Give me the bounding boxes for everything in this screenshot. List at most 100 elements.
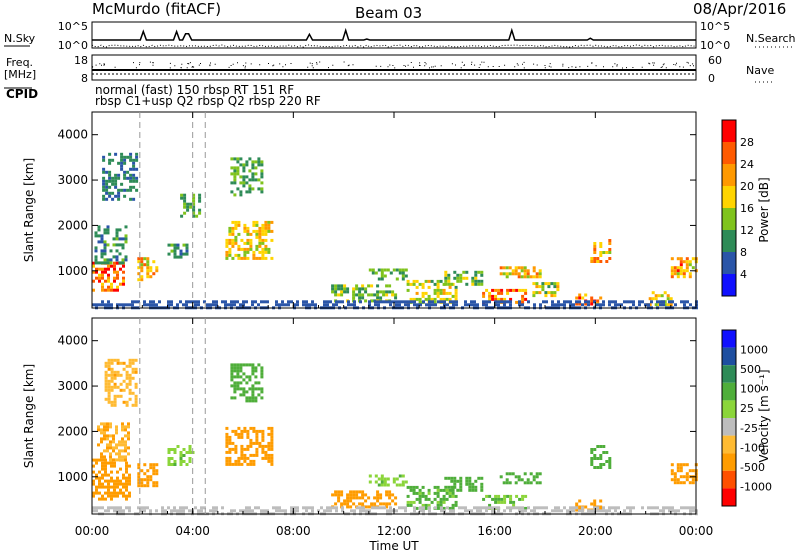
heatmap-cell: [311, 303, 314, 307]
heatmap-cell: [563, 506, 566, 510]
heatmap-cell: [251, 390, 255, 394]
heatmap-cell: [182, 454, 186, 457]
heatmap-cell: [104, 473, 107, 477]
heatmap-cell: [255, 244, 259, 248]
heatmap-cell: [608, 457, 612, 460]
heatmap-cell: [593, 245, 597, 248]
date-title: 08/Apr/2016: [693, 0, 786, 18]
heatmap-cell: [224, 300, 227, 304]
heatmap-cell: [118, 449, 121, 453]
heatmap-cell: [474, 276, 478, 280]
heatmap-cell: [149, 300, 152, 304]
heatmap-cell: [629, 506, 632, 510]
heatmap-cell: [518, 497, 522, 501]
heatmap-cell: [503, 297, 507, 301]
heatmap-cell: [188, 457, 192, 460]
heatmap-cell: [614, 509, 617, 513]
heatmap-cell: [398, 506, 401, 510]
heatmap-cell: [401, 274, 405, 278]
heatmap-cell: [332, 506, 335, 510]
heatmap-cell: [485, 300, 488, 304]
heatmap-cell: [122, 491, 125, 495]
colorbar-tick-label: 500: [740, 363, 761, 376]
heatmap-cell: [129, 185, 133, 189]
heatmap-cell: [350, 303, 353, 307]
heatmap-cell: [260, 172, 264, 176]
heatmap-cell: [337, 284, 341, 288]
heatmap-cell: [296, 303, 299, 307]
heatmap-cell: [563, 303, 566, 307]
heatmap-cell: [98, 491, 101, 495]
heatmap-cell: [125, 403, 129, 407]
heatmap-cell: [236, 187, 240, 191]
heatmap-cell: [103, 246, 107, 250]
heatmap-cell: [209, 303, 212, 307]
colorbar-tick-label: 16: [740, 202, 754, 215]
heatmap-cell: [443, 509, 446, 513]
heatmap-cell: [521, 497, 525, 501]
heatmap-cell: [442, 488, 446, 492]
heatmap-cell: [409, 485, 413, 489]
heatmap-cell: [137, 257, 141, 261]
heatmap-cell: [311, 506, 314, 510]
heatmap-cell: [101, 464, 104, 468]
heatmap-cell: [254, 160, 258, 164]
heatmap-cell: [608, 248, 612, 251]
heatmap-cell: [194, 506, 197, 510]
heatmap-cell: [146, 269, 150, 273]
heatmap-cell: [407, 303, 410, 307]
heatmap-cell: [137, 466, 141, 470]
heatmap-cell: [376, 499, 380, 503]
heatmap-cell: [98, 279, 101, 283]
heatmap-cell: [491, 297, 495, 301]
heatmap-cell: [335, 303, 338, 307]
heatmap-cell: [124, 446, 127, 450]
heatmap-cell: [673, 478, 677, 482]
heatmap-cell: [255, 453, 259, 457]
heatmap-cell: [418, 488, 422, 492]
heatmap-cell: [125, 479, 128, 483]
heatmap-cell: [380, 277, 384, 281]
heatmap-cell: [538, 291, 542, 295]
colorbar-segment: [722, 252, 736, 274]
heatmap-cell: [116, 288, 119, 292]
heatmap-cell: [502, 481, 506, 485]
heatmap-cell: [526, 269, 530, 273]
heatmap-cell: [101, 270, 104, 274]
heatmap-cell: [578, 509, 581, 513]
heatmap-cell: [514, 266, 518, 270]
heatmap-cell: [346, 290, 350, 294]
heatmap-cell: [120, 167, 124, 171]
heatmap-cell: [415, 506, 419, 510]
heatmap-cell: [389, 509, 392, 513]
heatmap-cell: [596, 457, 600, 460]
heatmap-cell: [439, 297, 443, 301]
heatmap-cell: [679, 463, 683, 467]
heatmap-cell: [104, 491, 107, 495]
heatmap-cell: [447, 476, 451, 480]
heatmap-cell: [255, 441, 259, 445]
heatmap-cell: [92, 482, 95, 486]
heatmap-cell: [228, 462, 232, 466]
heatmap-cell: [258, 256, 262, 260]
heatmap-cell: [134, 397, 138, 401]
heatmap-cell: [95, 476, 98, 480]
heatmap-cell: [146, 257, 150, 261]
heatmap-cell: [512, 503, 516, 507]
heatmap-cell: [129, 173, 133, 177]
heatmap-cell: [107, 364, 111, 368]
heatmap-cell: [337, 490, 341, 494]
heatmap-cell: [593, 251, 597, 254]
heatmap-cell: [248, 178, 252, 182]
heatmap-cell: [252, 220, 256, 224]
heatmap-cell: [188, 448, 192, 451]
heatmap-cell: [249, 238, 253, 242]
heatmap-cell: [125, 364, 129, 368]
heatmap-cell: [368, 300, 371, 304]
heatmap-cell: [685, 463, 689, 467]
heatmap-cell: [440, 506, 443, 510]
nave-tick-bottom: 0: [708, 72, 715, 85]
heatmap-cell: [246, 462, 250, 466]
heatmap-cell: [454, 291, 458, 295]
heatmap-cell: [126, 155, 130, 159]
